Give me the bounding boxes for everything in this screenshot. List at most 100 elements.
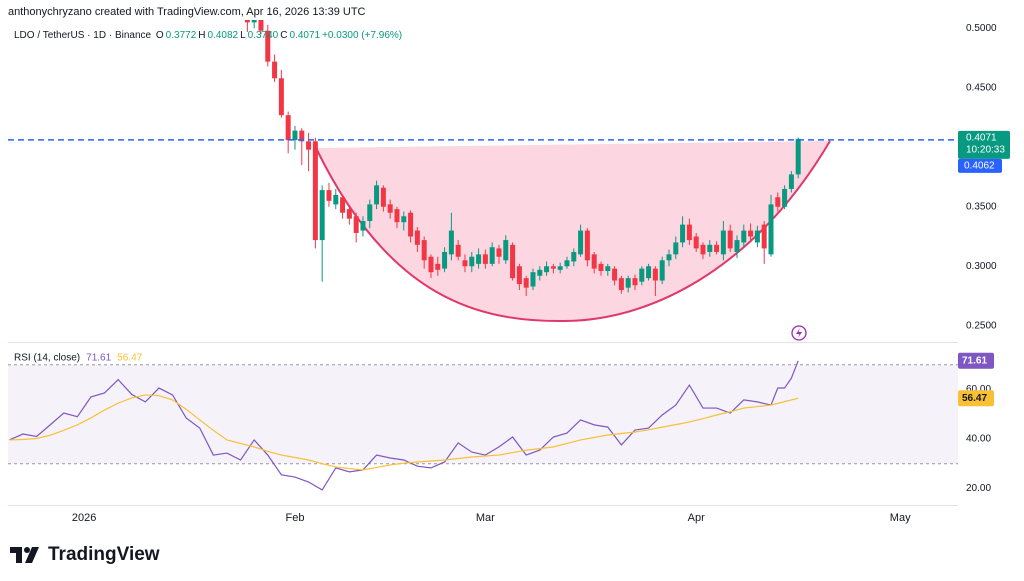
rsi-title: RSI (14, close)	[14, 353, 80, 364]
candle-body	[455, 244, 461, 257]
candle-body	[489, 247, 495, 264]
legend-value: 56.47	[117, 353, 142, 364]
candle-body	[578, 230, 584, 255]
price-pane	[244, 20, 801, 296]
last-value-label: 56.47	[962, 393, 987, 404]
candle-body	[530, 272, 536, 287]
candle-body	[775, 197, 781, 207]
last-price-label: 0.4071	[966, 132, 997, 143]
candle-body	[652, 268, 658, 281]
candle-body	[258, 20, 264, 31]
y-tick-label: 0.4500	[966, 82, 997, 93]
candle-body	[278, 78, 284, 116]
candle-body	[686, 224, 692, 241]
rsi-line	[9, 394, 799, 471]
candle-body	[510, 244, 516, 279]
ohlc-key: L	[240, 30, 246, 41]
axes: 0.25000.30000.35000.45000.50000.407110:2…	[8, 23, 1010, 524]
candle-body	[625, 278, 631, 288]
rsi-line	[9, 360, 799, 491]
candle-body	[272, 61, 278, 79]
candle-body	[639, 268, 645, 282]
candle-body	[285, 115, 291, 141]
x-tick-label: May	[890, 512, 911, 524]
candle-body	[557, 266, 563, 270]
candle-body	[795, 138, 801, 175]
symbol: LDO / TetherUS · 1D · Binance	[14, 30, 152, 41]
candle-body	[598, 263, 604, 272]
rsi-band	[8, 364, 958, 464]
candle-body	[244, 20, 250, 23]
candle-body	[673, 242, 679, 255]
candle-body	[646, 266, 652, 279]
candle-body	[782, 188, 788, 207]
candle-body	[421, 240, 427, 261]
candle-body	[367, 204, 373, 222]
price-line-label: 0.4062	[964, 160, 995, 171]
candle-body	[720, 230, 726, 255]
candle-body	[659, 260, 665, 281]
last-value-box	[958, 352, 994, 369]
alert-icon	[791, 325, 807, 341]
candle-body	[714, 244, 720, 252]
candle-body	[414, 230, 420, 245]
last-value-label: 71.61	[962, 355, 987, 366]
ohlc-value: 0.3772	[165, 30, 197, 41]
candle-body	[544, 266, 550, 273]
candle-body	[292, 130, 298, 141]
candle-body	[408, 212, 414, 237]
candle-body	[605, 266, 611, 272]
candle-body	[591, 254, 597, 269]
candle-body	[503, 240, 509, 261]
candle-body	[251, 20, 257, 23]
candle-body	[394, 209, 400, 223]
candle-body	[435, 263, 441, 270]
candle-body	[380, 187, 386, 207]
candle-body	[448, 230, 454, 255]
brand: TradingView	[10, 544, 160, 566]
candle-body	[768, 204, 774, 255]
candle-body	[374, 185, 380, 205]
candle-body	[360, 221, 366, 231]
y-tick-label: 0.2500	[966, 320, 997, 331]
candle-body	[312, 141, 318, 241]
candle-body	[700, 244, 706, 255]
candle-body	[340, 197, 346, 213]
candle-body	[299, 130, 305, 142]
x-tick-label: Apr	[688, 512, 705, 524]
candle-body	[346, 209, 352, 219]
candle-body	[306, 141, 312, 150]
candle-body	[727, 230, 733, 249]
candle-body	[584, 230, 590, 261]
candle-body	[442, 251, 448, 269]
candle-body	[523, 278, 529, 288]
y-tick-label: 20.00	[966, 483, 991, 494]
candle-body	[748, 230, 754, 237]
last-value-box	[958, 390, 994, 407]
candle-body	[632, 278, 638, 286]
candle-body	[680, 224, 686, 243]
rsi-pane	[8, 360, 958, 491]
y-tick-label: 0.3500	[966, 201, 997, 212]
candle-body	[666, 254, 672, 261]
y-tick-label: 0.5000	[966, 23, 997, 34]
price-line-box	[958, 158, 1002, 173]
y-tick-label: 40.00	[966, 434, 991, 445]
candle-body	[333, 194, 339, 205]
x-tick-label: Mar	[476, 512, 495, 524]
candle-body	[469, 256, 475, 267]
x-tick-label: 2026	[72, 512, 96, 524]
candle-body	[387, 204, 393, 213]
attribution: anthonychryzano created with TradingView…	[8, 6, 366, 18]
brand-logo	[10, 547, 39, 563]
candle-body	[537, 269, 543, 276]
ohlc-key: H	[198, 30, 206, 41]
cup-fill	[316, 141, 830, 322]
candle-body	[462, 260, 468, 267]
ohlc-value: 0.4082	[207, 30, 239, 41]
brand-text: TradingView	[48, 544, 160, 565]
candle-body	[761, 224, 767, 249]
symbol-line: LDO / TetherUS · 1D · Binance O 0.3772 H 0.…	[14, 30, 404, 41]
ohlc-value: 0.3740	[247, 30, 279, 41]
